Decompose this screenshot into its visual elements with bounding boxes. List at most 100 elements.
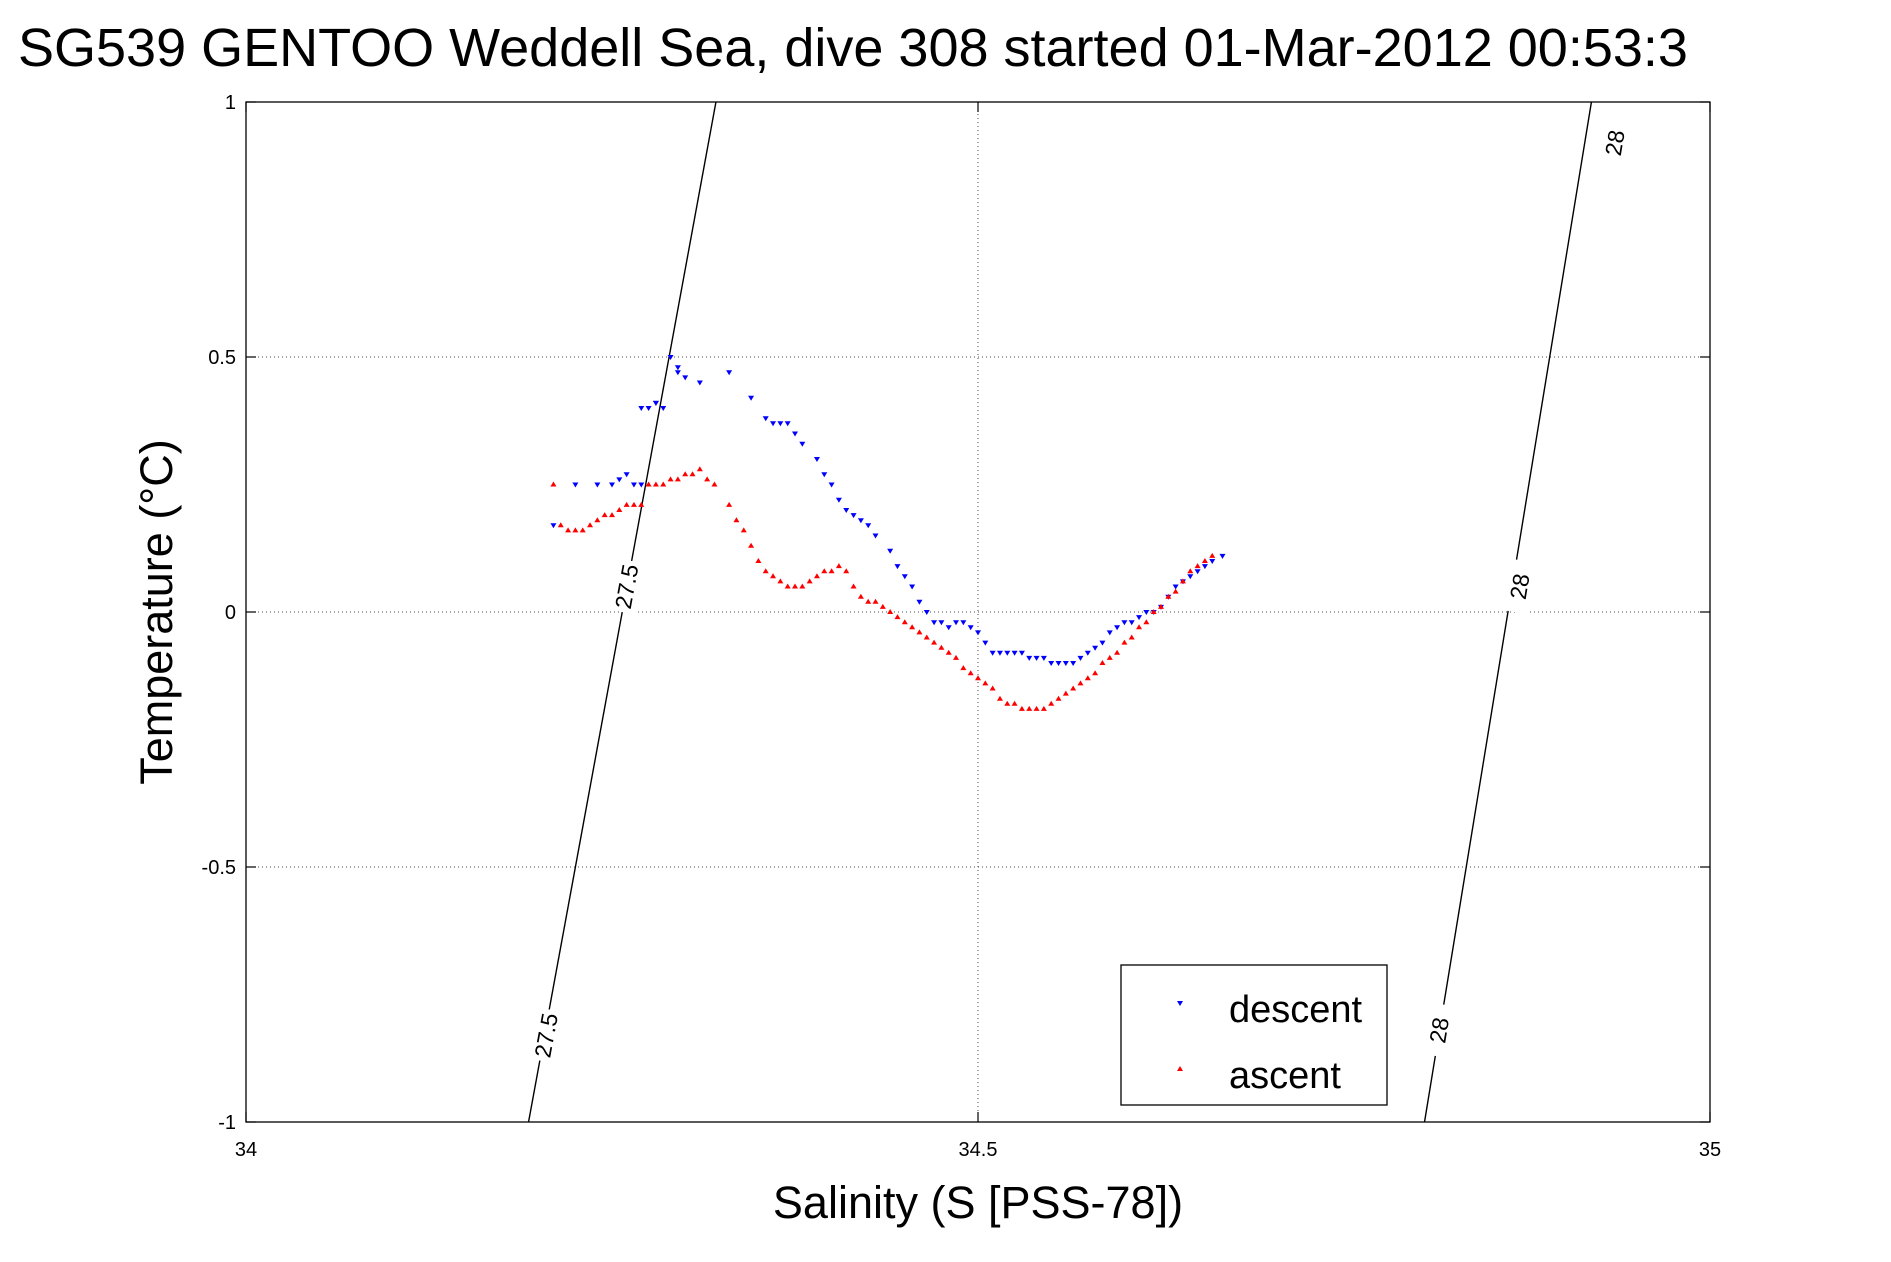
ascent-point <box>1070 685 1077 691</box>
ascent-point <box>960 665 967 671</box>
ascent-point <box>989 685 996 691</box>
ascent-point <box>901 619 908 625</box>
descent-point <box>887 548 894 554</box>
ascent-point <box>953 654 960 660</box>
descent-point <box>762 416 769 422</box>
descent-point <box>616 477 623 483</box>
ascent-point <box>923 634 930 640</box>
ascent-point <box>740 527 747 533</box>
ascent-point <box>579 527 586 533</box>
descent-point <box>938 620 945 626</box>
ascent-point <box>630 501 637 507</box>
isopycnal-contours: 27.5 27.5 28 28 28 <box>527 101 1632 1123</box>
descent-point <box>667 355 674 360</box>
descent-point <box>901 574 908 580</box>
ascent-point <box>572 527 579 533</box>
descent-point <box>792 431 798 437</box>
ascent-point <box>1121 639 1128 645</box>
ascent-point <box>784 583 791 589</box>
descent-point <box>799 441 806 447</box>
ascent-point <box>916 629 923 635</box>
descent-point <box>696 380 703 386</box>
ascent-point <box>887 609 894 614</box>
descent-point <box>550 523 557 529</box>
ascent-point <box>587 522 594 528</box>
descent-point <box>1011 650 1018 656</box>
ascent-point <box>748 542 755 548</box>
descent-point <box>1040 655 1047 661</box>
legend-box <box>1120 964 1388 1106</box>
ascent-point <box>1048 700 1055 706</box>
ascent-point <box>1187 568 1194 574</box>
ascent-point <box>865 598 872 604</box>
ascent-point <box>726 501 733 507</box>
descent-point <box>638 406 645 411</box>
ascent-point <box>696 466 703 472</box>
ascent-point <box>945 649 952 655</box>
ascent-point <box>1077 680 1084 686</box>
ascent-point <box>1040 705 1047 711</box>
x-axis-label: Salinity (S [PSS-78]) <box>773 1177 1183 1228</box>
legend-descent-marker <box>1177 1001 1183 1006</box>
descent-point <box>1033 655 1040 661</box>
descent-point <box>1070 661 1077 666</box>
descent-point <box>1187 574 1194 580</box>
ascent-point <box>667 476 674 482</box>
descent-point <box>996 650 1003 656</box>
descent-point <box>777 421 784 427</box>
ascent-point <box>850 583 857 589</box>
descent-point <box>623 472 630 478</box>
ascent-point <box>1106 654 1113 660</box>
descent-point <box>652 400 659 406</box>
ascent-point <box>1143 619 1150 625</box>
descent-point <box>1136 615 1143 621</box>
isopycnal-label-gap <box>528 1007 564 1064</box>
descent-point <box>1201 564 1208 570</box>
descent-point <box>674 365 681 371</box>
y-tick-label: 0 <box>225 602 236 624</box>
descent-point <box>821 472 828 478</box>
ascent-point <box>1201 558 1208 563</box>
ascent-point <box>806 578 813 584</box>
ascent-point <box>872 598 879 604</box>
descent-point <box>784 421 791 427</box>
descent-point <box>1026 655 1033 661</box>
descent-point <box>645 406 652 411</box>
grid <box>246 102 1710 1122</box>
ascent-point <box>799 583 806 589</box>
descent-point <box>967 625 974 631</box>
x-tick-label: 35 <box>1699 1139 1721 1161</box>
ascent-point <box>565 527 572 533</box>
ascent-point <box>1099 660 1106 665</box>
ascent-point <box>879 603 886 609</box>
ascent-point <box>931 639 938 645</box>
descent-point <box>975 630 981 636</box>
descent-point <box>857 518 864 524</box>
ascent-point <box>1018 705 1025 711</box>
ascent-point <box>674 476 681 482</box>
descent-point <box>894 564 901 570</box>
y-tick-label: -0.5 <box>202 857 236 879</box>
descent-point <box>572 482 579 488</box>
ascent-point <box>733 517 740 523</box>
descent-point <box>1062 661 1069 666</box>
descent-point <box>674 370 681 376</box>
ascent-point <box>1004 700 1011 706</box>
isopycnal-label-gap <box>1597 115 1632 171</box>
descent-point <box>1084 650 1091 656</box>
ascent-point <box>1092 670 1099 676</box>
isopycnal-label: 28 <box>1505 572 1535 601</box>
descent-point <box>813 457 820 462</box>
descent-point <box>931 620 938 626</box>
descent-point <box>850 513 857 519</box>
descent-point <box>770 421 777 427</box>
ascent-point <box>821 568 828 574</box>
descent-point <box>945 625 952 631</box>
descent-point <box>1077 655 1084 661</box>
descent-point <box>843 508 850 513</box>
descent-point <box>1128 620 1135 626</box>
ascent-point <box>623 501 630 507</box>
descent-point <box>960 620 967 626</box>
ascent-point <box>704 476 711 482</box>
